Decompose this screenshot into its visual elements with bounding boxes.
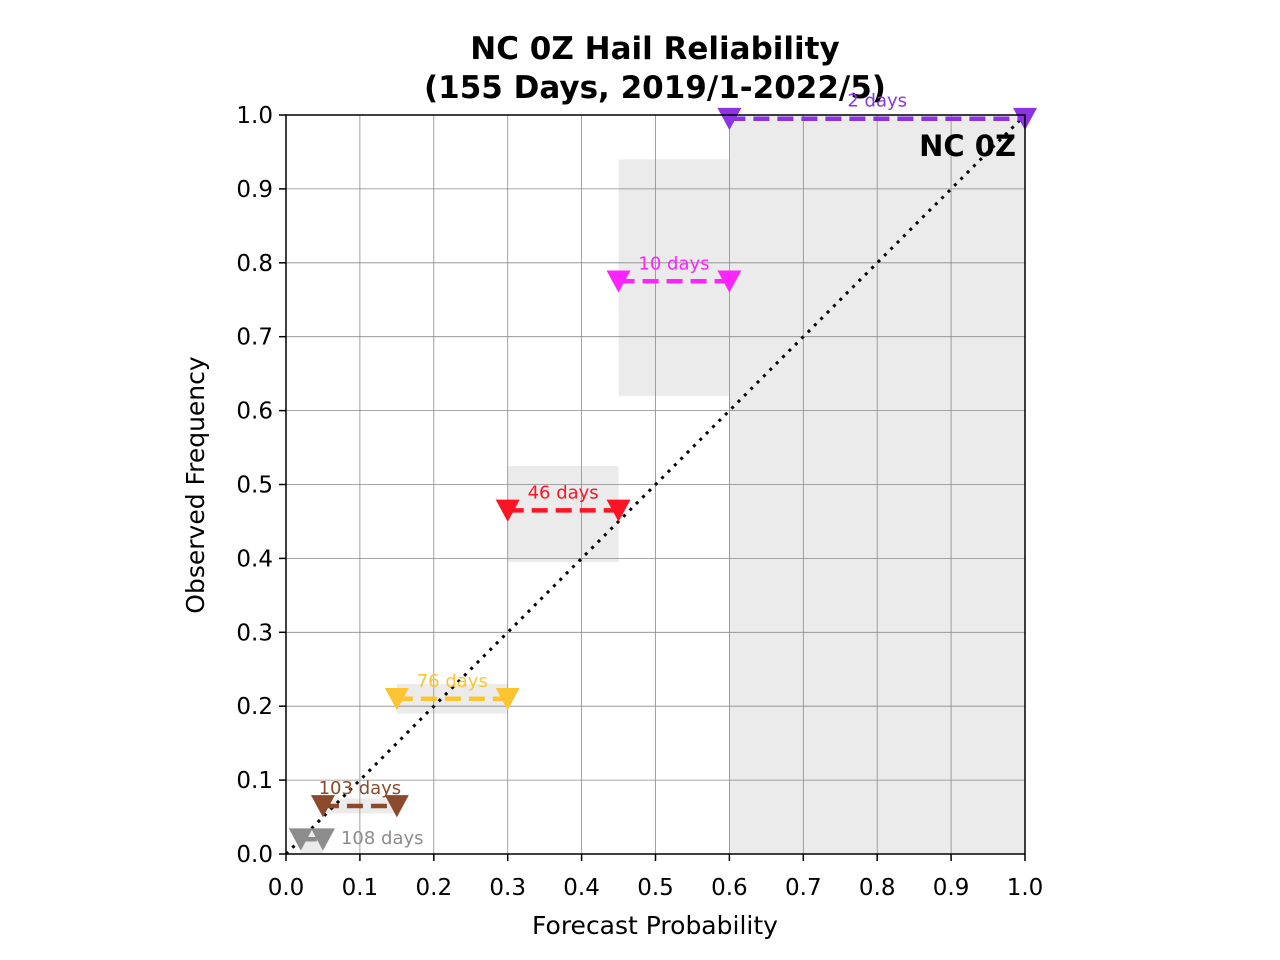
bin-count-label-5: 2 days bbox=[847, 91, 907, 112]
x-tick-label-3: 0.3 bbox=[489, 875, 526, 901]
panel-label: NC 0Z bbox=[919, 129, 1016, 163]
bin-0: 108 days bbox=[288, 828, 424, 851]
bin-count-label-1: 103 days bbox=[319, 778, 402, 799]
bin-marker-start-0 bbox=[288, 828, 313, 851]
bin-marker-start-2 bbox=[384, 688, 409, 711]
bin-marker-end-4 bbox=[717, 270, 742, 293]
y-axis-ticks: 0.0 0.1 0.2 0.3 0.4 0.5 0.6 0.7 0.8 0.9 1.0 bbox=[236, 103, 286, 868]
perfect-reliability-line bbox=[286, 115, 1025, 854]
x-tick-label-0: 0.0 bbox=[268, 875, 305, 901]
bin-marker-end-3 bbox=[606, 499, 631, 522]
bin-marker-start-1 bbox=[310, 795, 335, 818]
bin-band-3 bbox=[507, 466, 619, 563]
y-tick-label-10: 1.0 bbox=[236, 103, 273, 129]
x-tick-label-7: 0.7 bbox=[785, 875, 822, 901]
x-tick-label-1: 0.1 bbox=[342, 875, 379, 901]
bin-marker-end-2 bbox=[495, 688, 520, 711]
y-tick-label-2: 0.2 bbox=[236, 694, 273, 720]
bin-marker-start-5 bbox=[717, 107, 742, 131]
bin-5: 2 days bbox=[717, 91, 1037, 131]
bin-marker-end-1 bbox=[384, 795, 409, 818]
bin-2: 76 days bbox=[384, 671, 520, 711]
y-tick-label-6: 0.6 bbox=[236, 399, 273, 425]
bin-count-label-2: 76 days bbox=[417, 671, 488, 692]
y-tick-label-0: 0.0 bbox=[236, 842, 273, 868]
chart-title-line-2: (155 Days, 2019/1-2022/5) bbox=[424, 70, 886, 106]
bin-3: 46 days bbox=[495, 482, 631, 522]
bin-count-label-0: 108 days bbox=[341, 828, 424, 849]
bin-band-4 bbox=[618, 159, 730, 396]
x-tick-label-5: 0.5 bbox=[637, 875, 674, 901]
y-tick-label-9: 0.9 bbox=[236, 177, 273, 203]
x-tick-label-4: 0.4 bbox=[563, 875, 600, 901]
bin-marker-end-0 bbox=[310, 828, 335, 851]
chart-title-line-1: NC 0Z Hail Reliability bbox=[470, 31, 839, 67]
bin-marker-start-4 bbox=[606, 270, 631, 293]
x-tick-label-8: 0.8 bbox=[859, 875, 896, 901]
y-tick-label-1: 0.1 bbox=[236, 768, 273, 794]
bin-marker-start-3 bbox=[495, 499, 520, 522]
y-tick-label-5: 0.5 bbox=[236, 473, 273, 499]
y-tick-label-3: 0.3 bbox=[236, 620, 273, 646]
x-tick-label-2: 0.2 bbox=[416, 875, 453, 901]
y-tick-label-4: 0.4 bbox=[236, 546, 273, 572]
y-axis-title: Observed Frequency bbox=[181, 356, 210, 614]
bin-4: 10 days bbox=[606, 253, 742, 293]
x-tick-label-10: 1.0 bbox=[1007, 875, 1044, 901]
y-tick-label-7: 0.7 bbox=[236, 325, 273, 351]
bin-1: 103 days bbox=[310, 778, 409, 818]
x-tick-label-9: 0.9 bbox=[933, 875, 970, 901]
x-axis-title: Forecast Probability bbox=[532, 911, 778, 940]
y-tick-label-8: 0.8 bbox=[236, 251, 273, 277]
x-tick-label-6: 0.6 bbox=[711, 875, 748, 901]
bin-count-label-3: 46 days bbox=[528, 482, 599, 503]
reliability-bins: 108 days 103 days 76 days 46 days 10 days 2 d… bbox=[288, 91, 1037, 851]
x-axis-ticks: 0.0 0.1 0.2 0.3 0.4 0.5 0.6 0.7 0.8 0.9 1.0 bbox=[268, 854, 1044, 901]
bin-count-label-4: 10 days bbox=[638, 253, 709, 274]
